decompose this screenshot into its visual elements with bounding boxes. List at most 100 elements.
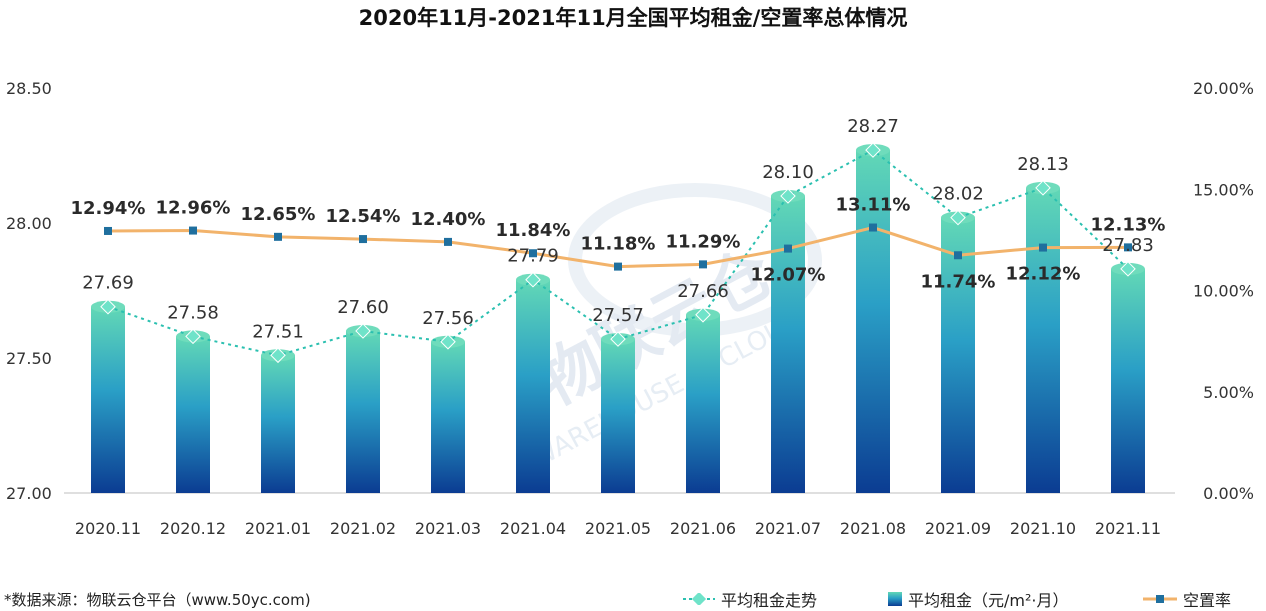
trend-marker xyxy=(865,142,881,158)
legend-vacancy-swatch xyxy=(1143,595,1177,603)
rent-value-label: 27.60 xyxy=(337,297,389,318)
vacancy-marker xyxy=(784,244,792,253)
vacancy-marker xyxy=(359,235,367,244)
y-left-tick: 27.50 xyxy=(6,349,52,368)
trend-marker xyxy=(780,188,796,204)
rent-bar xyxy=(601,339,635,493)
rent-bar xyxy=(516,279,550,493)
trend-marker xyxy=(1120,261,1136,277)
x-tick: 2021.01 xyxy=(245,519,311,538)
rent-trend-line xyxy=(100,142,1136,364)
trend-marker xyxy=(695,307,711,323)
rent-value-label: 27.69 xyxy=(82,273,134,294)
trend-marker xyxy=(185,328,201,345)
vacancy-marker xyxy=(1124,243,1132,252)
rent-bar xyxy=(261,355,295,493)
vacancy-value-label: 11.74% xyxy=(921,271,996,292)
legend-vacancy-label: 空置率 xyxy=(1183,591,1232,610)
legend-vacancy: 空置率 xyxy=(1143,587,1231,611)
rent-value-label: 28.10 xyxy=(762,162,814,183)
x-tick: 2020.12 xyxy=(160,519,226,538)
axes: 27.00 27.50 28.00 28.50 0.00% 5.00% 10.00% 15.0… xyxy=(6,79,1254,538)
y-right-tick: 10.00% xyxy=(1193,282,1254,301)
x-tick: 2021.11 xyxy=(1095,519,1161,538)
rent-bar xyxy=(91,306,125,493)
rent-bar xyxy=(856,150,890,493)
rent-bar xyxy=(346,331,380,493)
rent-value-label: 27.79 xyxy=(507,246,559,267)
y-left-tick: 28.00 xyxy=(6,214,52,233)
rent-value-label: 27.56 xyxy=(422,308,474,329)
vacancy-value-label: 12.94% xyxy=(71,198,146,219)
x-tick: 2021.07 xyxy=(755,519,821,538)
vacancy-value-label: 11.18% xyxy=(581,234,656,255)
vacancy-value-label: 12.40% xyxy=(411,209,486,230)
trend-marker xyxy=(610,331,626,347)
y-left-tick: 28.50 xyxy=(6,79,52,98)
vacancy-value-label: 11.84% xyxy=(496,220,571,241)
x-tick: 2021.04 xyxy=(500,519,566,538)
legend-trend: 平均租金走势 xyxy=(683,587,817,611)
legend-trend-label: 平均租金走势 xyxy=(721,591,818,610)
rent-value-label: 27.66 xyxy=(677,281,729,302)
vacancy-marker xyxy=(1039,243,1047,252)
rent-bar xyxy=(771,196,805,493)
trend-marker xyxy=(525,271,541,288)
source-note: *数据来源：物联云仓平台（www.50yc.com) xyxy=(4,591,311,609)
x-tick: 2021.03 xyxy=(415,519,481,538)
x-tick: 2021.06 xyxy=(670,519,736,538)
rent-bar xyxy=(1026,187,1060,493)
vacancy-value-label: 12.96% xyxy=(156,198,231,219)
rent-value-label: 27.51 xyxy=(252,321,304,342)
vacancy-marker xyxy=(274,232,282,241)
chart-title: 2020年11月-2021年11月全国平均租金/空置率总体情况 xyxy=(358,6,908,30)
x-tick: 2021.08 xyxy=(840,519,906,538)
data-labels: 27.69 27.58 27.51 27.60 27.56 27.79 27.57 27.66… xyxy=(71,116,1166,342)
trend-marker xyxy=(440,334,456,350)
trend-marker xyxy=(355,323,371,339)
rent-value-label: 28.13 xyxy=(1017,154,1069,175)
vacancy-value-label: 12.65% xyxy=(241,204,316,225)
y-right-tick: 15.00% xyxy=(1193,180,1254,199)
vacancy-marker xyxy=(189,226,197,235)
x-tick: 2021.10 xyxy=(1010,519,1076,538)
trend-marker xyxy=(270,347,286,364)
vacancy-marker xyxy=(614,262,622,271)
vacancy-value-label: 12.54% xyxy=(326,206,401,227)
legend-rent: 平均租金（元/m²·月） xyxy=(888,587,1068,611)
vacancy-marker xyxy=(954,251,962,260)
legend-rent-label: 平均租金（元/m²·月） xyxy=(908,591,1069,610)
x-tick: 2021.05 xyxy=(585,519,651,538)
vacancy-marker xyxy=(699,260,707,269)
rent-value-label: 28.02 xyxy=(932,184,984,205)
legend-trend-swatch xyxy=(683,593,715,605)
legend-rent-swatch xyxy=(888,592,902,606)
vacancy-line xyxy=(104,223,1132,271)
rent-bar xyxy=(176,336,210,493)
rent-bar xyxy=(1111,268,1145,493)
y-left-tick: 27.00 xyxy=(6,484,52,503)
trend-marker xyxy=(1035,180,1051,196)
rent-value-label: 27.58 xyxy=(167,302,219,323)
y-right-tick: 20.00% xyxy=(1193,79,1254,98)
x-tick: 2020.11 xyxy=(75,519,141,538)
rent-value-label: 28.27 xyxy=(847,116,899,137)
x-tick: 2021.09 xyxy=(925,519,991,538)
rent-bar xyxy=(686,314,720,493)
vacancy-marker xyxy=(444,237,452,246)
y-right-tick: 0.00% xyxy=(1203,484,1254,503)
trend-marker xyxy=(950,209,966,226)
rent-bar xyxy=(431,341,465,493)
y-right-tick: 5.00% xyxy=(1203,383,1254,402)
vacancy-value-label: 12.13% xyxy=(1091,214,1166,235)
vacancy-marker xyxy=(104,226,112,235)
trend-marker xyxy=(100,298,116,315)
vacancy-value-label: 12.12% xyxy=(1006,264,1081,285)
rent-value-label: 27.83 xyxy=(1102,235,1154,256)
vacancy-value-label: 13.11% xyxy=(836,195,911,216)
x-tick: 2021.02 xyxy=(330,519,396,538)
rent-value-label: 27.57 xyxy=(592,305,644,326)
vacancy-marker xyxy=(529,249,537,258)
rent-bar xyxy=(941,217,975,493)
